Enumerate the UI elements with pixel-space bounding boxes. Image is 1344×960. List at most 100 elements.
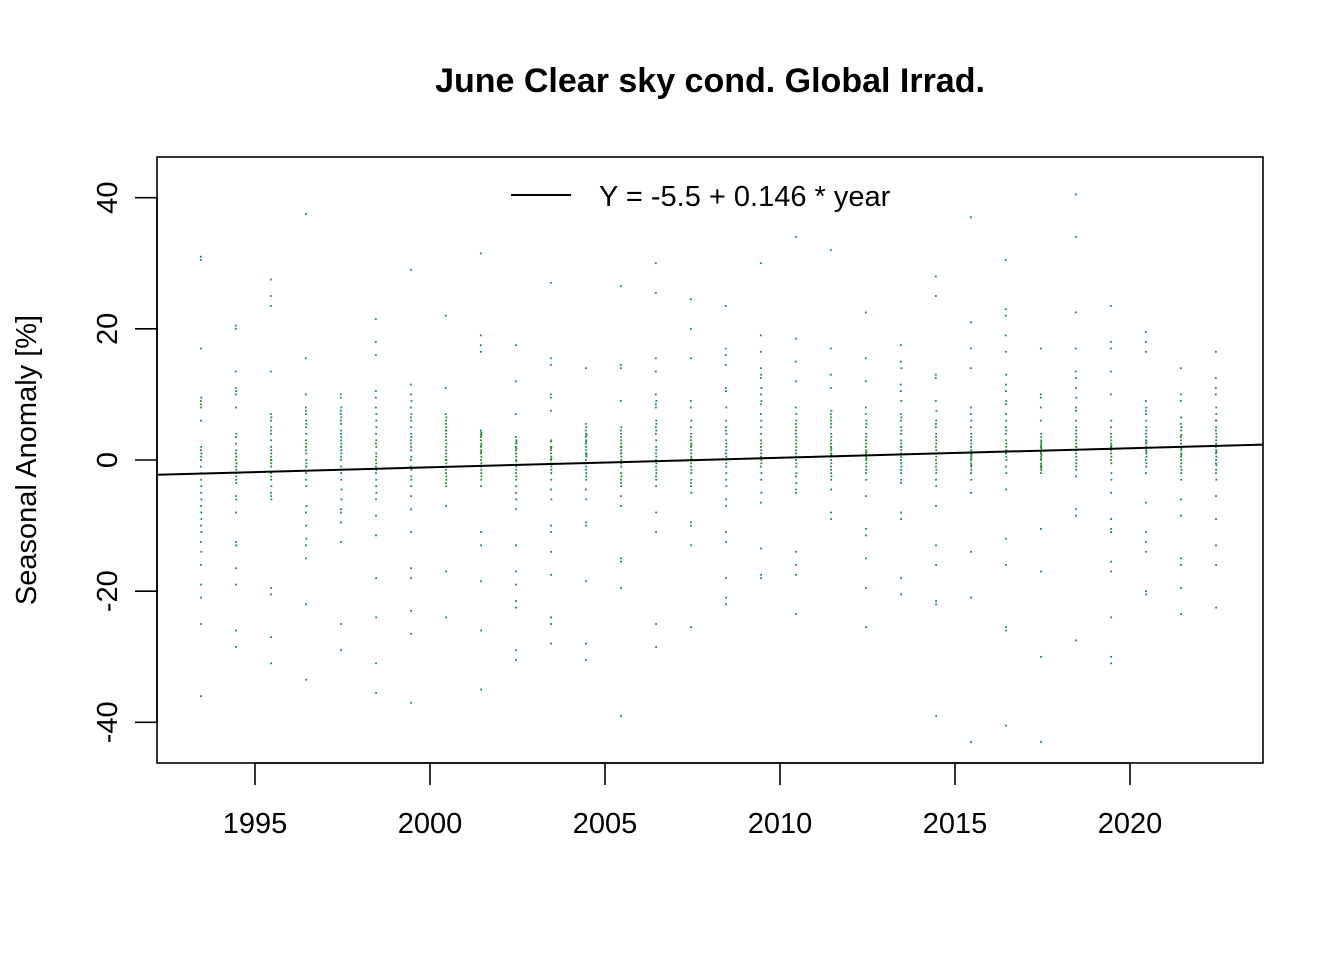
data-point <box>935 564 937 566</box>
data-point <box>1180 465 1182 468</box>
data-point <box>550 447 553 450</box>
data-point <box>1005 439 1008 442</box>
data-point <box>865 465 868 468</box>
data-point <box>304 213 307 215</box>
data-point <box>760 465 762 468</box>
data-point <box>305 426 307 429</box>
data-point <box>900 426 903 429</box>
data-point <box>235 436 237 438</box>
data-point <box>830 423 833 425</box>
data-point <box>410 400 413 402</box>
data-point <box>620 442 622 445</box>
data-point <box>1145 472 1147 474</box>
data-point <box>1180 455 1182 458</box>
data-point <box>1075 419 1077 422</box>
data-point <box>1214 387 1217 389</box>
data-point <box>830 472 833 474</box>
data-point <box>585 465 588 468</box>
data-point <box>934 373 937 376</box>
data-point <box>865 528 867 530</box>
data-point <box>270 485 273 488</box>
data-point <box>375 442 377 445</box>
data-point <box>900 468 902 471</box>
data-point <box>480 544 482 547</box>
data-point <box>795 436 798 438</box>
data-point <box>760 472 763 474</box>
data-point <box>479 429 482 432</box>
data-point <box>1215 436 1218 438</box>
data-point <box>305 511 307 514</box>
data-point <box>1004 259 1007 261</box>
data-point <box>340 488 343 491</box>
data-point <box>1110 655 1112 658</box>
data-point <box>830 416 832 419</box>
data-point <box>1109 341 1112 343</box>
data-point <box>305 478 307 481</box>
data-point <box>1110 442 1113 445</box>
data-point <box>1215 439 1217 442</box>
data-point <box>270 491 272 494</box>
data-point <box>199 400 202 402</box>
data-point <box>690 444 693 447</box>
data-point <box>655 531 657 533</box>
x-axis: 1995 2000 2005 2010 2015 2020 <box>223 762 1162 840</box>
data-point <box>479 252 482 255</box>
data-point <box>199 403 202 406</box>
data-point <box>200 564 202 566</box>
data-point <box>619 400 622 402</box>
data-point <box>200 531 203 533</box>
data-point <box>200 596 202 599</box>
data-point <box>690 442 693 445</box>
data-point <box>795 550 797 553</box>
data-point <box>620 478 622 481</box>
data-point <box>830 436 833 438</box>
data-point <box>690 455 693 458</box>
data-point <box>374 318 377 320</box>
data-point <box>1180 462 1183 465</box>
data-point <box>1145 419 1148 422</box>
data-point <box>795 472 798 474</box>
data-point <box>1040 446 1042 448</box>
data-point <box>410 468 413 471</box>
data-point <box>480 442 483 445</box>
data-point <box>235 468 238 471</box>
data-point <box>1145 436 1148 438</box>
data-point <box>655 646 657 648</box>
data-point <box>1110 518 1112 520</box>
data-point <box>1075 462 1078 465</box>
data-point <box>1075 436 1078 438</box>
data-point <box>655 478 658 481</box>
data-point <box>515 442 518 445</box>
data-point <box>690 419 693 422</box>
data-point <box>935 446 937 448</box>
data-point <box>270 475 273 478</box>
data-point <box>585 426 588 429</box>
data-point <box>270 439 273 442</box>
data-point <box>620 459 623 461</box>
data-point <box>1075 387 1077 389</box>
data-point <box>585 659 587 661</box>
data-point <box>1145 413 1147 415</box>
data-point <box>830 511 832 514</box>
data-point <box>725 472 728 474</box>
data-point <box>620 485 623 488</box>
data-point <box>654 291 657 294</box>
data-point <box>1075 639 1077 642</box>
data-point <box>865 423 868 425</box>
data-point <box>374 341 377 343</box>
data-point <box>655 432 657 435</box>
data-point <box>235 442 237 445</box>
data-point <box>374 390 377 392</box>
data-point <box>969 367 972 370</box>
data-point <box>865 478 868 481</box>
data-point <box>200 452 203 455</box>
data-point <box>760 547 762 550</box>
data-point <box>1040 655 1042 658</box>
data-point <box>1214 350 1217 353</box>
data-point <box>689 327 692 330</box>
data-point <box>340 436 343 438</box>
data-point <box>829 347 832 350</box>
y-tick-label: 0 <box>92 452 124 468</box>
data-point <box>374 396 377 399</box>
data-point <box>760 419 763 422</box>
